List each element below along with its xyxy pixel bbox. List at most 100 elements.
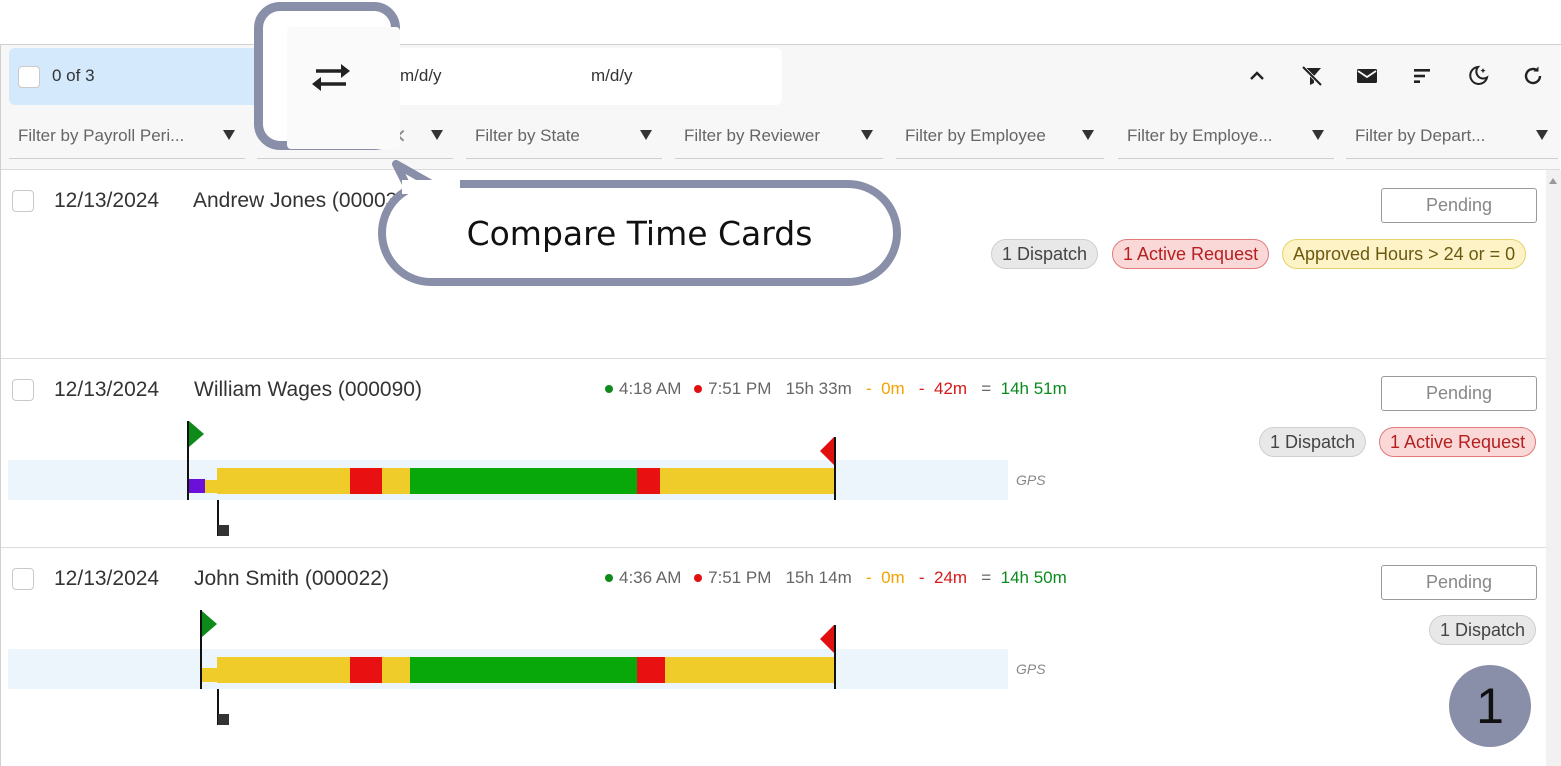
location-marker [217,500,219,536]
location-pin-icon[interactable] [218,525,229,536]
gps-label: GPS [1016,472,1046,488]
caret-down-icon[interactable] [640,130,652,140]
status-button[interactable]: Pending [1381,376,1537,411]
timeline-segment-yellow[interactable] [382,657,410,683]
night-mode-icon[interactable] [1464,62,1492,90]
chevron-up-icon[interactable] [1243,62,1271,90]
time-card-row[interactable]: 12/13/2024 William Wages (000090) 4:18 A… [1,359,1546,548]
break-time: 42m [933,379,968,398]
compare-swap-icon[interactable] [308,59,354,95]
filter-label: Filter by Employe... [1127,126,1273,145]
caret-down-icon[interactable] [1312,130,1324,140]
callout-tail-join [402,180,460,194]
timeline-segment-green[interactable] [410,468,637,494]
clock-out-flag-icon[interactable] [820,437,834,465]
gps-label: GPS [1016,661,1046,677]
net-hours: 14h 50m [1000,568,1067,587]
dispatch-badge[interactable]: 1 Dispatch [1429,615,1537,645]
row-date: 12/13/2024 [54,567,160,590]
caret-down-icon[interactable] [431,130,443,140]
timeline-segment-red[interactable] [350,657,382,683]
employee-type-filter[interactable]: Filter by Employe... [1118,116,1334,159]
status-button[interactable]: Pending [1381,565,1537,600]
reviewer-filter[interactable]: Filter by Reviewer [675,116,883,159]
total-hours: 15h 14m [785,568,852,587]
selection-count: 0 of 3 [52,66,95,85]
minus-sign: - [865,568,872,587]
department-filter[interactable]: Filter by Depart... [1346,116,1558,159]
timeline-segment-yellow[interactable] [665,657,834,683]
timeline-segment-yellow[interactable] [660,468,834,494]
break-time: 24m [933,568,968,587]
clock-in-time: 4:36 AM [619,568,682,587]
clock-out-marker [834,625,836,689]
clock-out-time: 7:51 PM [708,379,772,398]
caret-down-icon[interactable] [1082,130,1094,140]
scroll-up-arrow-icon[interactable] [1549,178,1557,184]
unpaid-time: 0m [881,568,905,587]
timeline-segment-yellow[interactable] [202,668,217,682]
timeline-segment-green[interactable] [410,657,637,683]
timeline-segment-purple[interactable] [188,479,205,493]
second-filter[interactable] [257,116,453,159]
mail-icon[interactable] [1353,62,1381,90]
clock-out-time: 7:51 PM [708,568,772,587]
location-pin-icon[interactable] [218,714,229,725]
active-request-badge[interactable]: 1 Active Request [1112,239,1270,269]
total-hours: 15h 33m [785,379,852,398]
equals-sign: = [981,568,992,587]
unpaid-time: 0m [881,379,905,398]
row-checkbox[interactable] [12,379,34,401]
timeline-segment-red[interactable] [350,468,382,494]
caret-down-icon[interactable] [861,130,873,140]
date-to-input[interactable]: m/d/y [591,66,633,85]
sort-icon[interactable] [1408,62,1436,90]
clock-in-marker [187,421,189,500]
employee-filter[interactable]: Filter by Employee [896,116,1104,159]
clock-out-marker [834,437,836,500]
date-range-input[interactable]: m/d/y m/d/y [395,48,782,105]
payroll-period-filter[interactable]: Filter by Payroll Peri... [9,116,245,159]
filter-label: Filter by Depart... [1355,126,1486,145]
time-card-row[interactable]: 12/13/2024 John Smith (000022) 4:36 AM 7… [1,548,1546,766]
clock-out-flag-icon[interactable] [820,625,834,653]
timeline-segment-red[interactable] [637,657,665,683]
dispatch-badge[interactable]: 1 Dispatch [991,239,1099,269]
state-filter[interactable]: Filter by State [466,116,662,159]
clock-in-flag-icon[interactable] [189,421,204,447]
timeline-segment-red[interactable] [637,468,660,494]
timeline-segment-yellow[interactable] [217,657,350,683]
date-from-input[interactable]: m/d/y [400,66,442,85]
clock-in-dot-icon [605,384,613,393]
employee-name[interactable]: William Wages (000090) [194,378,422,401]
status-button[interactable]: Pending [1381,188,1537,223]
clock-in-time: 4:18 AM [619,379,682,398]
filter-label: Filter by State [475,126,580,145]
timeline-segment-yellow[interactable] [382,468,410,494]
step-number-badge: 1 [1449,665,1531,747]
row-checkbox[interactable] [12,190,34,212]
select-all-checkbox[interactable] [18,66,40,88]
row-date: 12/13/2024 [54,189,160,212]
employee-name[interactable]: Andrew Jones (00003 [193,189,398,212]
timeline-segment-yellow[interactable] [205,480,217,493]
refresh-icon[interactable] [1519,62,1547,90]
active-request-badge[interactable]: 1 Active Request [1379,427,1537,457]
approved-hours-badge[interactable]: Approved Hours > 24 or = 0 [1282,239,1527,269]
selection-box: 0 of 3 [9,48,259,105]
timeline-segment-yellow[interactable] [217,468,350,494]
callout-highlight [254,2,400,150]
scrollbar[interactable] [1546,170,1561,766]
row-checkbox[interactable] [12,568,34,590]
clock-in-flag-icon[interactable] [202,611,217,637]
dispatch-badge[interactable]: 1 Dispatch [1259,427,1367,457]
clock-in-marker [200,610,202,689]
hours-summary: 4:18 AM 7:51 PM 15h 33m - 0m - 42m = 14h… [601,379,1067,399]
clear-filter-icon[interactable] [1298,62,1326,90]
employee-name[interactable]: John Smith (000022) [194,567,389,590]
caret-down-icon[interactable] [1536,130,1548,140]
clock-in-dot-icon [605,573,613,582]
compare-button[interactable] [287,27,400,149]
minus-sign: - [918,568,925,587]
caret-down-icon[interactable] [223,130,235,140]
